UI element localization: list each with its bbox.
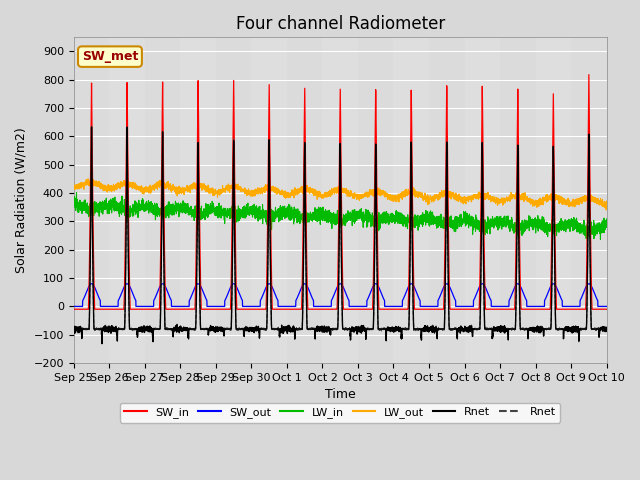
SW_in (490, 306, 497, 312)
Bar (429, 37, 465, 363)
Rnet (603, 325, 611, 331)
SW_out (602, 303, 610, 309)
LW_in (321, 214, 328, 220)
Rnet (460, 326, 467, 332)
Bar (358, 37, 394, 363)
Bar (394, 37, 429, 363)
LW_out (460, 196, 467, 202)
Rnet (460, 326, 467, 332)
SW_in (602, 306, 610, 312)
SW_out (603, 303, 611, 309)
LW_out (430, 197, 438, 203)
LW_out (84, 176, 92, 182)
Bar (109, 37, 145, 363)
Rnet (602, 327, 610, 333)
Bar (145, 37, 180, 363)
Rnet (430, 328, 438, 334)
Line: LW_in: LW_in (74, 192, 607, 240)
Rnet (166, 327, 173, 333)
SW_out (430, 303, 438, 309)
Rnet (490, 327, 498, 333)
Rnet (88, 124, 95, 130)
Bar (500, 37, 536, 363)
LW_out (602, 207, 610, 213)
LW_in (596, 237, 604, 242)
SW_in (603, 306, 611, 312)
Line: Rnet: Rnet (74, 126, 607, 343)
Rnet (70, 325, 77, 331)
Rnet (98, 340, 106, 346)
LW_out (70, 183, 77, 189)
SW_in (430, 306, 438, 312)
Rnet (88, 123, 95, 129)
LW_out (602, 200, 610, 206)
Line: SW_in: SW_in (74, 74, 607, 309)
Rnet (602, 326, 610, 332)
LW_in (166, 202, 173, 207)
SW_in (70, 306, 77, 312)
Line: Rnet: Rnet (74, 127, 607, 344)
LW_in (460, 214, 467, 219)
Title: Four channel Radiometer: Four channel Radiometer (236, 15, 445, 33)
LW_in (602, 219, 610, 225)
SW_out (490, 303, 497, 309)
LW_in (70, 201, 77, 207)
Bar (287, 37, 323, 363)
LW_out (603, 198, 611, 204)
SW_in (166, 306, 173, 312)
LW_out (166, 183, 173, 189)
Rnet (70, 325, 77, 331)
LW_out (490, 196, 497, 202)
SW_out (321, 303, 328, 309)
LW_out (321, 193, 328, 199)
SW_out (88, 281, 95, 287)
Y-axis label: Solar Radiation (W/m2): Solar Radiation (W/m2) (15, 127, 28, 273)
Rnet (321, 324, 328, 330)
SW_in (460, 306, 467, 312)
LW_in (73, 190, 81, 195)
Bar (571, 37, 607, 363)
X-axis label: Time: Time (325, 388, 356, 401)
Rnet (603, 325, 611, 331)
Line: SW_out: SW_out (74, 284, 607, 306)
SW_in (320, 306, 328, 312)
Line: LW_out: LW_out (74, 179, 607, 210)
Bar (323, 37, 358, 363)
Rnet (321, 323, 328, 329)
Rnet (430, 329, 438, 335)
Bar (180, 37, 216, 363)
LW_in (603, 216, 611, 222)
Bar (74, 37, 109, 363)
SW_in (585, 72, 593, 77)
SW_out (460, 303, 467, 309)
Bar (465, 37, 500, 363)
Rnet (98, 341, 106, 347)
Bar (216, 37, 252, 363)
Text: SW_met: SW_met (82, 50, 138, 63)
LW_in (430, 221, 438, 227)
SW_out (166, 294, 173, 300)
Bar (252, 37, 287, 363)
Legend: SW_in, SW_out, LW_in, LW_out, Rnet, Rnet: SW_in, SW_out, LW_in, LW_out, Rnet, Rnet (120, 403, 561, 422)
LW_in (490, 225, 497, 231)
SW_out (70, 303, 77, 309)
Bar (536, 37, 571, 363)
Rnet (490, 327, 498, 333)
Rnet (166, 326, 173, 332)
